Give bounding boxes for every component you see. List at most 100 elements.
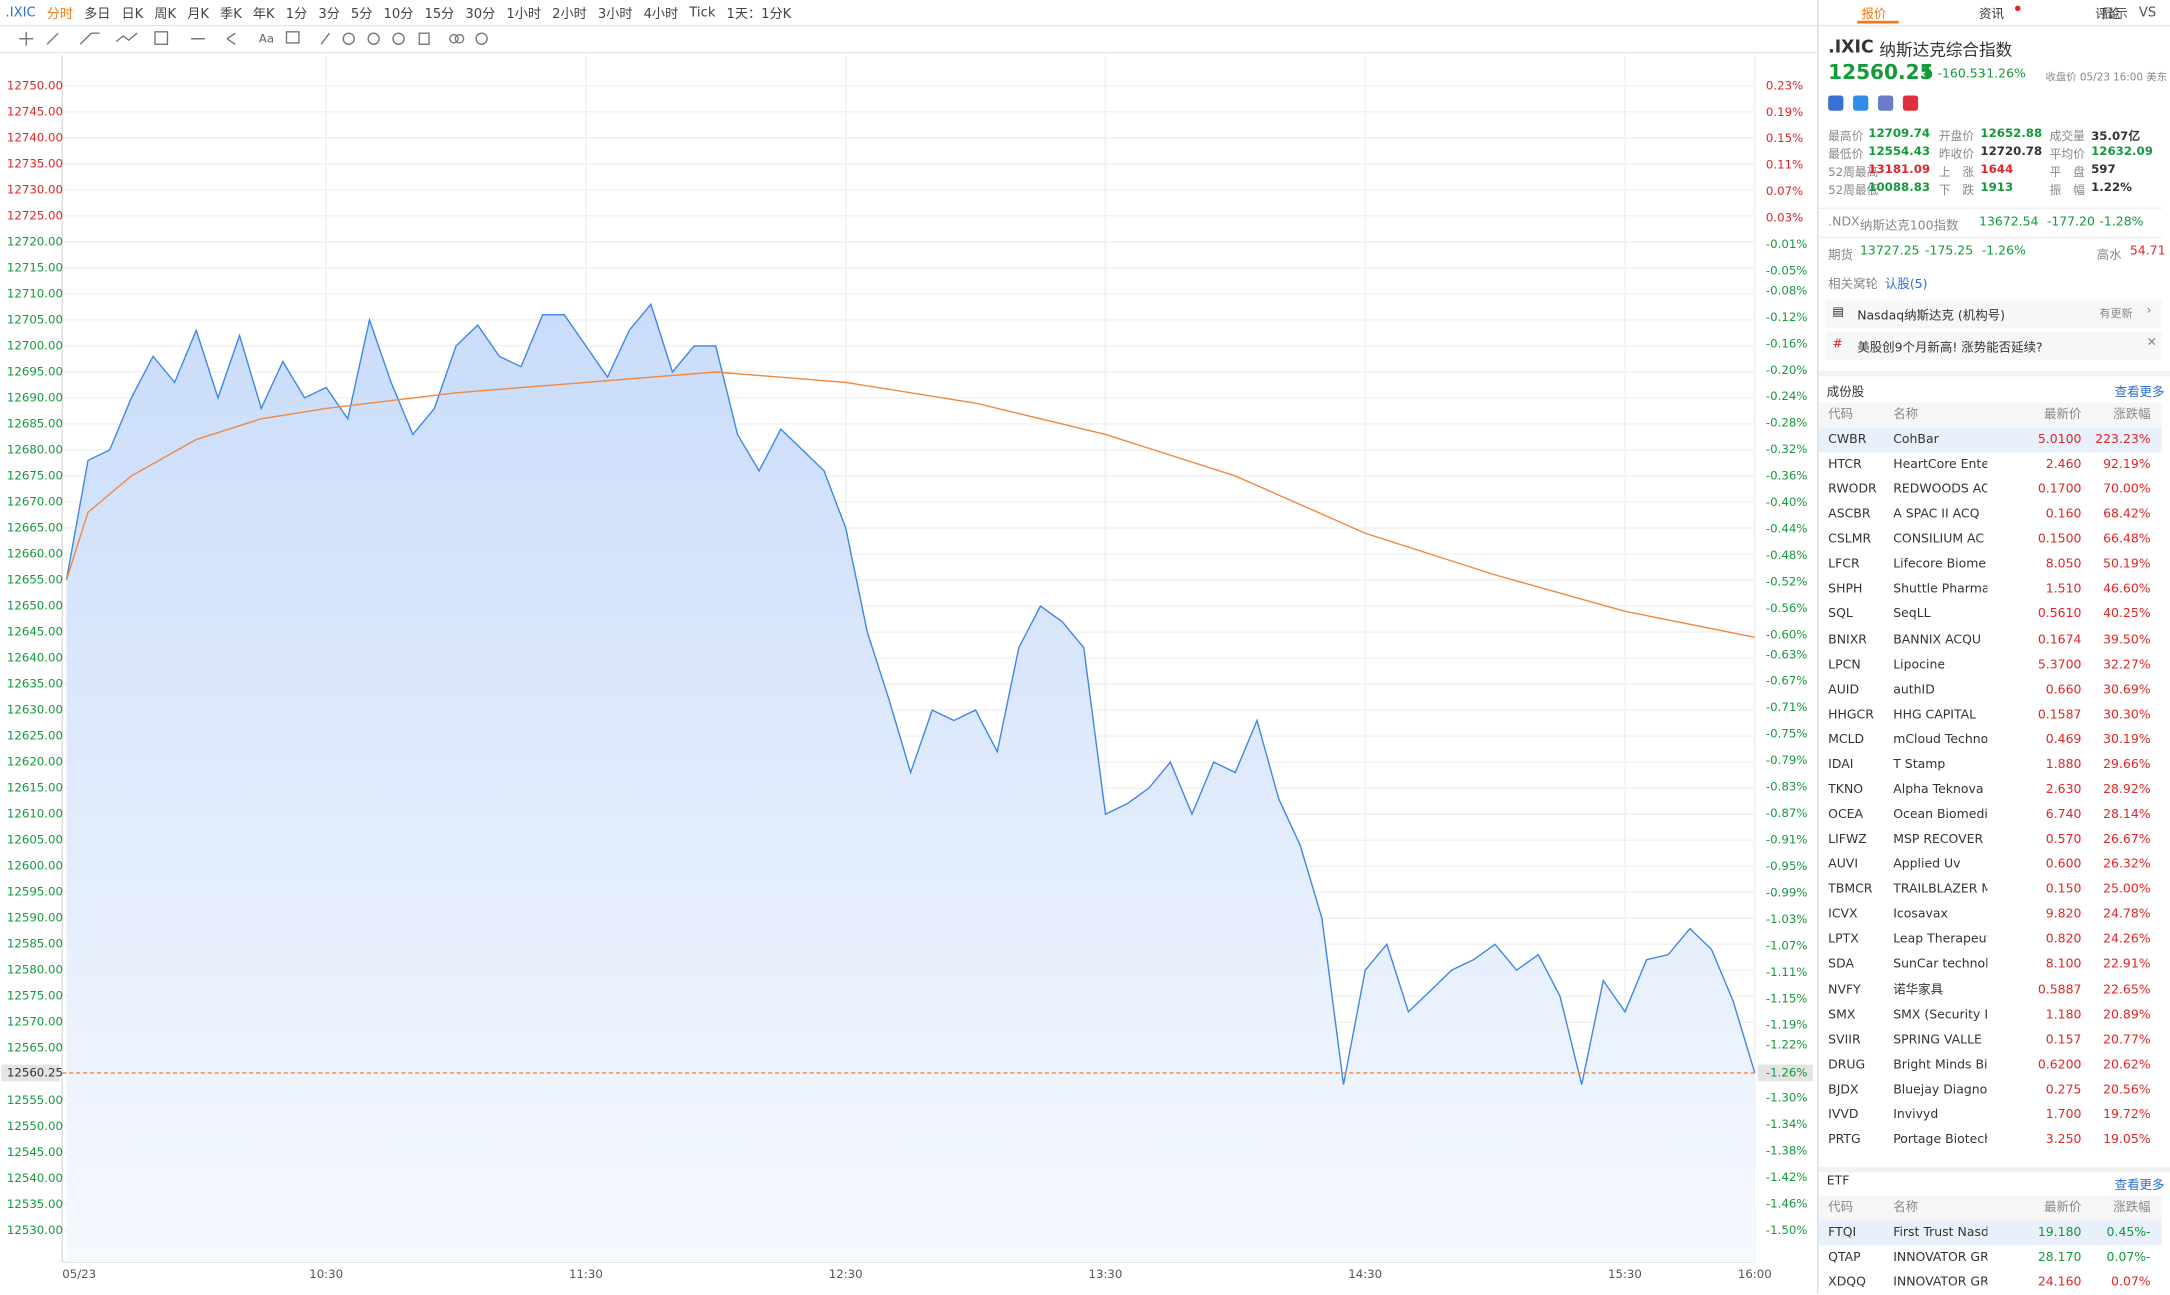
period-tab[interactable]: 1小时 <box>506 6 542 23</box>
period-tab[interactable]: 多日 <box>84 6 111 23</box>
y2-tick-label: -0.32% <box>1766 442 1808 456</box>
pct-cell: 46.60% <box>2103 583 2151 598</box>
header-cell: 涨跌幅 <box>2113 408 2151 423</box>
table-row[interactable]: BJDX Bluejay Diagnos 0.275 20.56% <box>1818 1078 2161 1103</box>
more-link[interactable]: 查看更多 <box>2114 386 2165 400</box>
ndx-field: -1.28% <box>2099 215 2144 230</box>
period-tab[interactable]: 周K <box>154 6 177 23</box>
table-row[interactable]: PRTG Portage Biotech 3.250 19.05% <box>1818 1128 2161 1153</box>
table-row[interactable]: SQL SeqLL 0.5610 40.25% <box>1818 603 2161 628</box>
table-row[interactable]: AUID authID 0.660 30.69% <box>1818 678 2161 703</box>
name-cell: A SPAC II ACQ <box>1893 508 1980 523</box>
drawing-tools[interactable] <box>19 31 488 46</box>
period-tab[interactable]: 30分 <box>465 6 496 23</box>
name-cell: INNOVATOR GRO <box>1893 1251 1987 1265</box>
pct-cell: 68.42% <box>2103 508 2151 523</box>
more-link[interactable]: 查看更多 <box>2114 1179 2165 1193</box>
table-row[interactable]: ASCBR A SPAC II ACQ 0.160 68.42% <box>1818 503 2161 528</box>
name-cell: SunCar technol <box>1893 958 1988 973</box>
table-row[interactable]: XDQQ INNOVATOR GRO 24.160 0.07% <box>1818 1271 2161 1294</box>
table-row[interactable]: LFCR Lifecore Biome 8.050 50.19% <box>1818 553 2161 578</box>
period-toolbar: .IXIC 分时 多日 日K 周K 月K 季K 年K 1分 3分 5分 10分 15分 30分 1小时 2小时… <box>0 0 1818 27</box>
ndx-field: .NDX <box>1828 215 1860 230</box>
header-cell: 代码 <box>1828 1201 1854 1216</box>
table-row[interactable]: RWODR REDWOODS AC 0.1700 70.00% <box>1818 478 2161 503</box>
table-row[interactable]: BNIXR BANNIX ACQU 0.1674 39.50% <box>1818 628 2161 653</box>
period-tab[interactable]: 3分 <box>318 6 340 23</box>
table-row[interactable]: CWBR CohBar 5.0100 223.23% <box>1818 427 2162 453</box>
period-tab[interactable]: 2小时 <box>552 6 587 23</box>
panel-tab[interactable]: 资讯 <box>1979 8 2004 23</box>
stat-value: 12554.43 <box>1868 145 1931 160</box>
y-tick-label: 12655.00 <box>7 573 63 587</box>
tab-underline <box>1857 20 1899 24</box>
futures-field: 13727.25 <box>1860 244 1920 259</box>
y2-tick-label: -0.67% <box>1766 674 1808 688</box>
y2-tick-label: -0.44% <box>1766 522 1808 536</box>
period-tab[interactable]: 月K <box>187 6 209 23</box>
pct-cell: 22.91% <box>2103 958 2151 973</box>
table-row[interactable]: QTAP INNOVATOR GRO 28.170 -0.07% <box>1818 1246 2161 1271</box>
code-cell: LIFWZ <box>1828 833 1867 848</box>
table-row[interactable]: TKNO Alpha Teknova 2.630 28.92% <box>1818 778 2161 803</box>
table-header: 代码 名称 最新价 涨跌幅 <box>1818 1195 2162 1221</box>
table-row[interactable]: MCLD mCloud Techno 0.469 30.19% <box>1818 728 2161 753</box>
stat-value: 1913 <box>1980 181 2014 196</box>
table-row[interactable]: NVFY 诺华家具 0.5887 22.65% <box>1818 978 2161 1003</box>
table-row[interactable]: LPTX Leap Therapeut 0.820 24.26% <box>1818 928 2161 953</box>
news-item[interactable]: ▤ Nasdaq纳斯达克 (机构号) 有更新 › <box>1825 300 2162 328</box>
table-row[interactable]: ICVX Icosavax 9.820 24.78% <box>1818 903 2161 928</box>
compare-button[interactable]: VS <box>2138 4 2157 21</box>
market-icon[interactable] <box>1828 95 1844 111</box>
ndx-field: 13672.54 <box>1979 215 2039 230</box>
table-row[interactable]: IDAI T Stamp 1.880 29.66% <box>1818 753 2161 778</box>
table-row[interactable]: SMX SMX (Security I 1.180 20.89% <box>1818 1003 2161 1028</box>
table-row[interactable]: LPCN Lipocine 5.3700 32.27% <box>1818 653 2161 678</box>
period-tab[interactable]: Tick <box>689 4 716 21</box>
period-tab[interactable]: 季K <box>220 6 242 23</box>
header-cell: 名称 <box>1893 408 1919 423</box>
period-tab[interactable]: 年K <box>252 6 275 23</box>
panel-tab[interactable]: 评论 <box>2095 8 2121 23</box>
market-icon[interactable] <box>1853 95 1869 111</box>
y-tick-label: 12680.00 <box>7 442 63 456</box>
table-row[interactable]: CSLMR CONSILIUM AC 0.1500 66.48% <box>1818 528 2161 553</box>
price-line <box>65 302 1756 1085</box>
period-tab[interactable]: 1天：1分K <box>726 6 792 23</box>
table-row[interactable]: OCEA Ocean Biomedi 6.740 28.14% <box>1818 803 2161 828</box>
period-tab[interactable]: .IXIC <box>5 4 36 21</box>
table-row[interactable]: HTCR HeartCore Ente 2.460 92.19% <box>1818 453 2161 478</box>
market-icon[interactable] <box>1877 95 1894 111</box>
price: 12560.25 <box>1828 62 1934 85</box>
period-tab[interactable]: 4小时 <box>643 6 679 23</box>
table-row[interactable]: LIFWZ MSP RECOVER 0.570 26.67% <box>1818 828 2161 853</box>
table-row[interactable]: IVVD Invivyd 1.700 19.72% <box>1818 1103 2161 1128</box>
table-row[interactable]: FTQI First Trust Nasdaq 19.180 -0.45% <box>1818 1220 2162 1246</box>
period-tab[interactable]: 3小时 <box>597 6 633 23</box>
period-tab[interactable]: 5分 <box>350 6 373 23</box>
table-row[interactable]: SHPH Shuttle Pharma 1.510 46.60% <box>1818 578 2161 603</box>
period-tab[interactable]: 分时 <box>46 6 74 23</box>
stat-value: 597 <box>2091 163 2116 178</box>
name-cell: Lipocine <box>1893 658 1946 673</box>
table-row[interactable]: SVIIR SPRING VALLE 0.157 20.77% <box>1818 1028 2161 1053</box>
table-row[interactable]: DRUG Bright Minds Bi 0.6200 20.62% <box>1818 1053 2161 1078</box>
code-cell: NVFY <box>1828 983 1861 998</box>
period-tab[interactable]: 10分 <box>383 6 414 23</box>
period-tab[interactable]: 15分 <box>424 6 455 23</box>
table-row[interactable]: HHGCR HHG CAPITAL 0.1587 30.30% <box>1818 703 2161 728</box>
period-tab[interactable]: 日K <box>121 6 144 23</box>
market-icon[interactable] <box>1902 95 1919 111</box>
period-tab[interactable]: 1分 <box>285 6 308 23</box>
table-row[interactable]: TBMCR TRAILBLAZER M 0.150 25.00% <box>1818 878 2161 903</box>
y-tick-label: 12575.00 <box>7 989 63 1003</box>
news-item[interactable]: # 美股创9个月新高! 涨势能否延续? ✕ <box>1825 332 2162 360</box>
stat-label: 开盘价 <box>1938 130 1975 144</box>
table-row[interactable]: SDA SunCar technol 8.100 22.91% <box>1818 953 2161 978</box>
futures-field: 期货 <box>1828 249 1854 263</box>
warrants-link[interactable]: 认股(5) <box>1884 278 1928 293</box>
table-row[interactable]: AUVI Applied Uv 0.600 26.32% <box>1818 853 2161 878</box>
text-tool[interactable]: Aa <box>259 31 274 45</box>
panel-tab[interactable]: 报价 <box>1861 8 1887 23</box>
display-menu[interactable]: 显示 <box>2101 6 2128 23</box>
